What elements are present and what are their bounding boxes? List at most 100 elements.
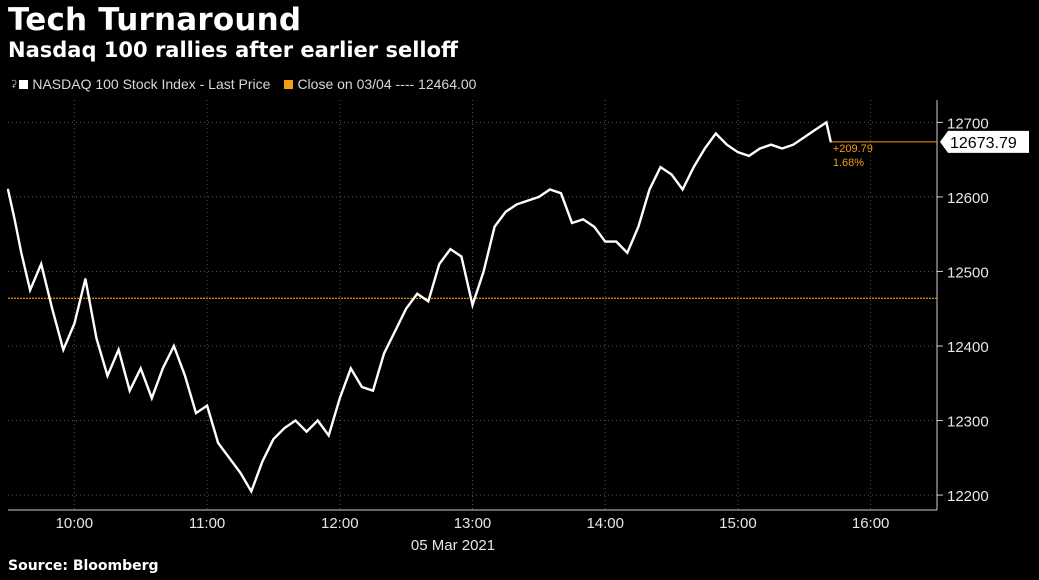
data-point bbox=[305, 430, 308, 433]
data-point bbox=[670, 173, 673, 176]
data-point bbox=[394, 330, 396, 332]
data-point bbox=[29, 289, 32, 291]
y-tick-label: 12300 bbox=[947, 414, 989, 431]
data-point bbox=[460, 255, 463, 258]
data-point bbox=[283, 427, 286, 429]
data-point bbox=[128, 389, 131, 392]
data-point bbox=[361, 386, 363, 388]
data-point bbox=[139, 367, 142, 370]
data-point bbox=[84, 278, 87, 280]
x-tick-label: 15:00 bbox=[719, 515, 757, 532]
data-point bbox=[504, 210, 507, 213]
legend-label-close: Close on 03/04 ---- 12464.00 bbox=[297, 76, 477, 92]
data-point bbox=[172, 345, 175, 347]
grid bbox=[8, 100, 937, 510]
data-point bbox=[725, 143, 728, 146]
data-point bbox=[770, 143, 773, 146]
data-point bbox=[117, 348, 120, 351]
data-point bbox=[195, 412, 197, 414]
data-point bbox=[604, 240, 607, 243]
data-point bbox=[416, 292, 419, 295]
data-point bbox=[206, 404, 208, 407]
data-point bbox=[161, 367, 164, 370]
data-point bbox=[261, 460, 264, 463]
data-point bbox=[217, 442, 220, 444]
data-point bbox=[703, 147, 706, 150]
label-group: 12673.79 +209.79 1.68% bbox=[830, 130, 1029, 169]
data-point bbox=[803, 136, 806, 139]
data-point bbox=[405, 307, 408, 310]
y-tick-label: 12200 bbox=[947, 488, 989, 505]
data-point bbox=[615, 240, 618, 243]
y-tick-label: 12700 bbox=[947, 115, 989, 132]
data-point bbox=[7, 188, 9, 191]
data-point bbox=[40, 263, 43, 265]
data-point bbox=[825, 121, 828, 124]
data-point bbox=[637, 225, 640, 228]
data-point bbox=[648, 188, 651, 191]
chart-title: Tech Turnaround bbox=[8, 2, 302, 38]
data-point bbox=[482, 270, 485, 273]
data-point bbox=[383, 352, 385, 355]
data-point bbox=[272, 438, 275, 441]
x-tick-label: 13:00 bbox=[454, 515, 492, 532]
y-tick-label: 12600 bbox=[947, 190, 989, 207]
data-point bbox=[13, 218, 16, 221]
data-point bbox=[759, 147, 761, 150]
data-point bbox=[239, 471, 242, 474]
legend-swatch-last-price bbox=[19, 79, 29, 89]
data-point bbox=[327, 434, 330, 437]
data-point bbox=[62, 348, 65, 351]
data-point bbox=[51, 307, 54, 310]
data-point bbox=[515, 203, 518, 206]
data-point bbox=[294, 419, 297, 422]
data-point bbox=[748, 155, 750, 157]
data-point bbox=[73, 322, 76, 325]
data-point bbox=[438, 263, 441, 265]
data-point bbox=[316, 419, 319, 422]
data-point bbox=[692, 166, 695, 168]
legend-item-last-price: ⚳ NASDAQ 100 Stock Index - Last Price bbox=[10, 76, 270, 92]
data-point bbox=[681, 188, 684, 191]
data-point bbox=[549, 188, 551, 191]
data-point bbox=[560, 192, 562, 195]
y-tick-label: 12400 bbox=[947, 339, 989, 356]
x-axis-date-label: 05 Mar 2021 bbox=[411, 537, 495, 554]
data-point bbox=[571, 222, 573, 224]
data-point bbox=[184, 374, 186, 377]
x-tick-label: 11:00 bbox=[189, 515, 225, 532]
data-point bbox=[526, 199, 529, 202]
data-point bbox=[95, 337, 98, 340]
data-point bbox=[150, 397, 153, 400]
data-point bbox=[372, 389, 374, 392]
data-point bbox=[20, 251, 23, 254]
data-point bbox=[493, 225, 496, 228]
x-tick-label: 12:00 bbox=[321, 515, 359, 532]
data-point bbox=[228, 456, 231, 459]
data-point bbox=[582, 218, 584, 221]
data-point bbox=[537, 196, 540, 198]
chart-subtitle: Nasdaq 100 rallies after earlier selloff bbox=[8, 38, 459, 62]
legend: ⚳ NASDAQ 100 Stock Index - Last Price Cl… bbox=[10, 76, 490, 92]
x-tick-label: 14:00 bbox=[586, 515, 624, 532]
last-value-badge bbox=[940, 130, 1029, 153]
data-point bbox=[106, 374, 109, 377]
source-note: Source: Bloomberg bbox=[8, 558, 159, 574]
series-line-last-price bbox=[6, 120, 832, 495]
data-point bbox=[781, 147, 784, 150]
x-tick-label: 16:00 bbox=[852, 515, 890, 532]
data-point bbox=[349, 367, 352, 370]
legend-swatch-close bbox=[284, 79, 294, 89]
data-point bbox=[714, 132, 717, 135]
legend-label-last-price: NASDAQ 100 Stock Index - Last Price bbox=[32, 76, 271, 92]
data-point bbox=[792, 143, 795, 146]
data-point bbox=[626, 251, 629, 254]
legend-item-close: Close on 03/04 ---- 12464.00 bbox=[284, 76, 476, 92]
change-pct-label: 1.68% bbox=[833, 157, 864, 169]
data-point bbox=[814, 128, 817, 131]
data-point bbox=[250, 490, 253, 493]
axes: 12200 12300 12400 12500 12600 12700 10:00 11:00… bbox=[8, 100, 989, 554]
series-group bbox=[6, 120, 832, 495]
data-point bbox=[338, 397, 341, 400]
